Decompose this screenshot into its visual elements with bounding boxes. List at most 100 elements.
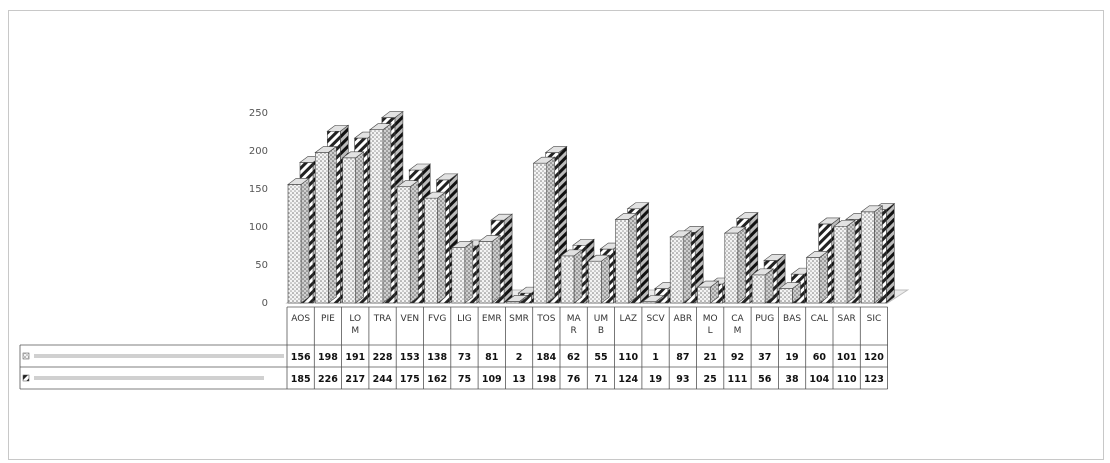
legend-swatch-series1 bbox=[22, 352, 30, 360]
cell-series1-0: 156 bbox=[291, 352, 311, 363]
row-label-series1 bbox=[34, 354, 284, 358]
bar-series1-13 bbox=[642, 294, 665, 304]
cell-series1-17: 37 bbox=[758, 352, 771, 363]
category-label-4-0: VEN bbox=[401, 314, 420, 324]
category-label-16-1: M bbox=[734, 326, 742, 336]
cell-series1-14: 87 bbox=[676, 352, 689, 363]
category-label-19-0: CAL bbox=[811, 314, 828, 324]
cell-series1-6: 73 bbox=[458, 352, 471, 363]
legend-swatch-series2 bbox=[22, 374, 30, 382]
bar-series1-14 bbox=[669, 230, 693, 304]
category-label-10-0: MA bbox=[567, 314, 582, 324]
cell-series2-15: 25 bbox=[704, 374, 717, 385]
category-label-0-0: AOS bbox=[291, 314, 310, 324]
cell-series1-20: 101 bbox=[837, 352, 857, 363]
cell-series2-20: 110 bbox=[837, 374, 857, 385]
bar-series1-9 bbox=[532, 156, 556, 304]
category-label-18-0: BAS bbox=[783, 314, 801, 324]
bar-series1-10 bbox=[560, 249, 583, 304]
cell-series1-1: 198 bbox=[318, 352, 338, 363]
category-label-1-0: PIE bbox=[321, 314, 335, 324]
cell-series1-8: 2 bbox=[516, 352, 523, 363]
category-label-16-0: CA bbox=[731, 314, 744, 324]
cell-series1-19: 60 bbox=[813, 352, 827, 363]
bar-series1-15 bbox=[696, 280, 720, 304]
cell-series1-18: 19 bbox=[785, 352, 798, 363]
y-axis: 0 50 100 150 200 250 bbox=[249, 108, 268, 309]
bar-series1-3 bbox=[368, 123, 392, 304]
category-label-15-0: MO bbox=[703, 314, 718, 324]
category-label-14-0: ABR bbox=[674, 314, 693, 324]
category-label-3-0: TRA bbox=[373, 314, 392, 324]
cell-series1-11: 55 bbox=[594, 352, 607, 363]
category-label-5-0: FVG bbox=[428, 314, 446, 324]
bar-series1-7 bbox=[478, 234, 502, 304]
cell-series2-13: 19 bbox=[649, 374, 662, 385]
category-label-10-1: R bbox=[571, 326, 577, 336]
category-label-11-1: B bbox=[598, 326, 604, 336]
cell-series2-12: 124 bbox=[618, 374, 638, 385]
category-label-7-0: EMR bbox=[482, 314, 502, 324]
category-label-11-0: UM bbox=[594, 314, 608, 324]
cell-series2-16: 111 bbox=[728, 374, 748, 385]
cell-series1-9: 184 bbox=[536, 352, 556, 363]
category-label-2-1: M bbox=[351, 326, 359, 336]
bar-series1-1 bbox=[314, 145, 338, 304]
cell-series2-11: 71 bbox=[594, 374, 607, 385]
bar-series1-6 bbox=[450, 240, 474, 304]
bar-series1-0 bbox=[287, 177, 310, 304]
cell-series1-16: 92 bbox=[731, 352, 744, 363]
cell-series2-14: 93 bbox=[676, 374, 689, 385]
cell-series2-3: 244 bbox=[373, 374, 393, 385]
bar-series1-17 bbox=[751, 268, 774, 304]
category-label-8-0: SMR bbox=[509, 314, 529, 324]
y-tick-label-150: 150 bbox=[249, 184, 268, 195]
y-tick-label-250: 250 bbox=[249, 108, 268, 119]
category-label-15-1: L bbox=[708, 326, 713, 336]
cell-series2-19: 104 bbox=[809, 374, 829, 385]
cell-series1-15: 21 bbox=[704, 352, 717, 363]
category-label-12-0: LAZ bbox=[619, 314, 637, 324]
category-label-13-0: SCV bbox=[646, 314, 665, 324]
cell-series2-18: 38 bbox=[785, 374, 799, 385]
category-label-20-0: SAR bbox=[838, 314, 856, 324]
bar-series1-12 bbox=[614, 212, 638, 304]
bars-group bbox=[287, 110, 896, 304]
category-label-2-0: LO bbox=[349, 314, 361, 324]
cell-series1-5: 138 bbox=[427, 352, 447, 363]
bar-series1-16 bbox=[723, 226, 747, 304]
cell-series1-12: 110 bbox=[618, 352, 638, 363]
cell-series1-21: 120 bbox=[864, 352, 884, 363]
cell-series2-5: 162 bbox=[427, 374, 447, 385]
bar-series1-20 bbox=[833, 219, 856, 304]
cell-series2-17: 56 bbox=[758, 374, 772, 385]
y-tick-label-0: 0 bbox=[262, 298, 268, 309]
cell-series2-0: 185 bbox=[291, 374, 311, 385]
bar-series1-8 bbox=[505, 294, 529, 304]
y-tick-label-200: 200 bbox=[249, 146, 268, 157]
bar-series1-5 bbox=[423, 191, 447, 304]
bar-series1-19 bbox=[805, 250, 829, 304]
bar-series1-4 bbox=[396, 180, 420, 304]
row-label-series2 bbox=[34, 376, 264, 380]
cell-series2-2: 217 bbox=[345, 374, 365, 385]
bar-series1-21 bbox=[860, 205, 884, 304]
cell-series1-10: 62 bbox=[567, 352, 580, 363]
bar-series1-18 bbox=[778, 281, 802, 304]
y-tick-label-50: 50 bbox=[255, 260, 268, 271]
cell-series2-10: 76 bbox=[567, 374, 581, 385]
cell-series2-7: 109 bbox=[482, 374, 502, 385]
category-label-9-0: TOS bbox=[536, 314, 556, 324]
cell-series2-6: 75 bbox=[458, 374, 471, 385]
y-tick-label-100: 100 bbox=[249, 222, 268, 233]
cell-series1-13: 1 bbox=[652, 352, 659, 363]
bar-series1-11 bbox=[587, 254, 611, 304]
cell-series2-8: 13 bbox=[512, 374, 525, 385]
cell-series1-2: 191 bbox=[345, 352, 365, 363]
cell-series2-9: 198 bbox=[536, 374, 556, 385]
cell-series2-4: 175 bbox=[400, 374, 420, 385]
cell-series2-21: 123 bbox=[864, 374, 884, 385]
category-label-21-0: SIC bbox=[867, 314, 882, 324]
cell-series1-4: 153 bbox=[400, 352, 420, 363]
